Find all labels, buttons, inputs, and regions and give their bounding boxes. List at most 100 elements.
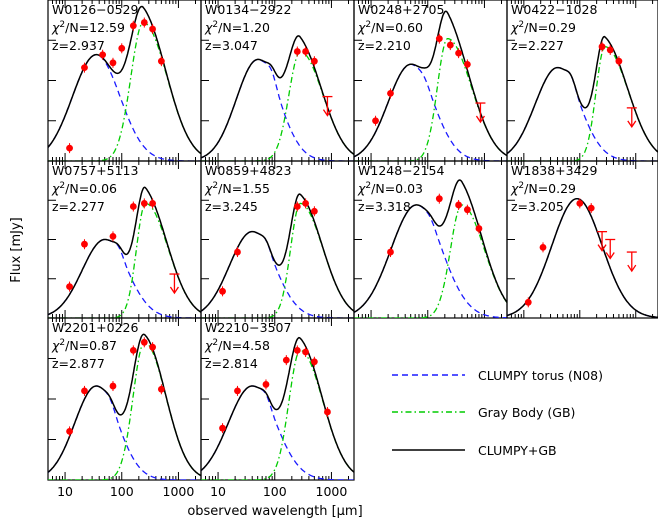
panel-redshift: z=2.877 — [52, 356, 105, 371]
data-point — [81, 240, 88, 248]
data-point — [129, 203, 137, 210]
model-curves — [48, 333, 201, 480]
data-point — [576, 199, 584, 207]
legend-label-total: CLUMPY+GB — [478, 443, 557, 458]
data-point — [157, 385, 165, 393]
panel-redshift: z=2.210 — [358, 38, 411, 53]
legend: CLUMPY torus (N08) Gray Body (GB) CLUMPY… — [392, 368, 603, 458]
torus-curve — [507, 66, 658, 161]
panel-chi2: χ2/N=0.87 — [51, 338, 117, 353]
x-tick-label: 10 — [210, 484, 226, 499]
data-point — [310, 358, 318, 366]
data-point — [109, 382, 117, 390]
data-point — [234, 387, 241, 395]
data-point — [475, 225, 483, 232]
panel-source-name: W0859+4823 — [205, 163, 291, 178]
model-curves — [507, 35, 658, 161]
panel-redshift: z=2.937 — [52, 38, 105, 53]
data-point — [157, 57, 165, 65]
data-point — [539, 243, 547, 251]
data-point — [293, 347, 301, 354]
data-point — [387, 248, 394, 256]
data-point — [310, 207, 318, 215]
data-point — [129, 347, 137, 354]
data-point — [310, 57, 318, 65]
total-curve — [201, 193, 354, 312]
graybody-curve — [507, 46, 658, 161]
x-tick-label: 100 — [263, 484, 287, 499]
sed-panel: W2210−3507 χ2/N=4.58 z=2.814 10 100 1000 — [200, 317, 355, 499]
panel-chi2: χ2/N=1.55 — [204, 181, 270, 196]
panel-source-name: W0126−0529 — [52, 2, 139, 17]
data-point — [109, 232, 117, 240]
data-point — [66, 428, 73, 435]
data-point — [302, 348, 309, 356]
data-point — [66, 144, 73, 152]
data-point — [446, 41, 454, 49]
data-point — [149, 199, 156, 207]
total-curve — [354, 10, 507, 158]
upper-limit-arrow — [475, 115, 485, 124]
data-point — [140, 199, 148, 207]
data-point — [81, 387, 88, 395]
y-axis-title: Flux [mJy] — [9, 217, 24, 283]
sed-panel: W0126−0529 χ2/N=12.59 z=2.937 — [47, 0, 202, 162]
graybody-curve — [201, 202, 354, 318]
data-point — [615, 57, 623, 65]
upper-limit-arrow — [627, 120, 637, 129]
panel-source-name: W2201+0226 — [52, 320, 139, 335]
panel-redshift: z=2.814 — [205, 356, 258, 371]
data-point — [324, 408, 331, 416]
model-curves — [354, 179, 507, 318]
data-point — [99, 51, 107, 59]
panel-redshift: z=3.047 — [205, 38, 258, 53]
panel-chi2: χ2/N=1.20 — [204, 20, 270, 35]
torus-curve — [354, 204, 507, 318]
x-tick-label: 1000 — [163, 484, 195, 499]
model-curves — [48, 5, 201, 161]
sed-panel: W0757+5113 χ2/N=0.06 z=2.277 — [47, 160, 202, 319]
x-axis-title-prefix: observed wavelength [ — [187, 504, 336, 519]
panel-redshift: z=2.277 — [52, 199, 105, 214]
panel-source-name: W0248+2705 — [358, 2, 444, 17]
data-point — [463, 61, 471, 68]
data-point — [606, 46, 614, 54]
panels-layer: W0126−0529 χ2/N=12.59 z=2.937 W0134−2922 χ2/… — [47, 0, 658, 499]
total-curve — [48, 333, 201, 477]
panel-chi2: χ2/N=0.60 — [357, 20, 423, 35]
total-curve — [507, 35, 658, 155]
data-point — [302, 199, 309, 207]
data-point — [587, 204, 595, 212]
legend-label-torus: CLUMPY torus (N08) — [478, 368, 603, 383]
x-axis-title-suffix: ] — [358, 504, 363, 519]
data-point — [140, 19, 148, 26]
data-point — [66, 283, 73, 290]
data-point — [262, 381, 270, 388]
panel-chi2: χ2/N=0.03 — [357, 181, 423, 196]
upper-limit-arrow — [597, 244, 607, 252]
panel-chi2: χ2/N=4.58 — [204, 338, 270, 353]
x-tick-label: 100 — [110, 484, 134, 499]
upper-limit-arrow — [169, 286, 179, 295]
data-point — [455, 201, 462, 209]
data-point — [149, 343, 156, 351]
upper-limit-arrow — [605, 252, 615, 260]
data-point — [372, 117, 379, 125]
sed-panel: W0422−1028 χ2/N=0.29 z=2.227 — [506, 0, 658, 162]
x-axis-title: observed wavelength [μm] — [187, 504, 362, 519]
model-curves — [201, 336, 354, 480]
model-curves — [201, 35, 354, 161]
panel-chi2: χ2/N=12.59 — [51, 20, 125, 35]
panel-redshift: z=3.318 — [358, 199, 411, 214]
torus-curve — [354, 63, 507, 161]
sed-panel: W0859+4823 χ2/N=1.55 z=3.245 — [200, 160, 355, 319]
data-point — [219, 424, 226, 432]
sed-panel: W0134−2922 χ2/N=1.20 z=3.047 — [200, 0, 355, 162]
data-point — [109, 59, 117, 67]
panel-source-name: W2210−3507 — [205, 320, 291, 335]
total-curve — [201, 336, 354, 473]
data-point — [118, 44, 126, 52]
total-curve — [48, 5, 201, 155]
data-point — [293, 48, 301, 55]
